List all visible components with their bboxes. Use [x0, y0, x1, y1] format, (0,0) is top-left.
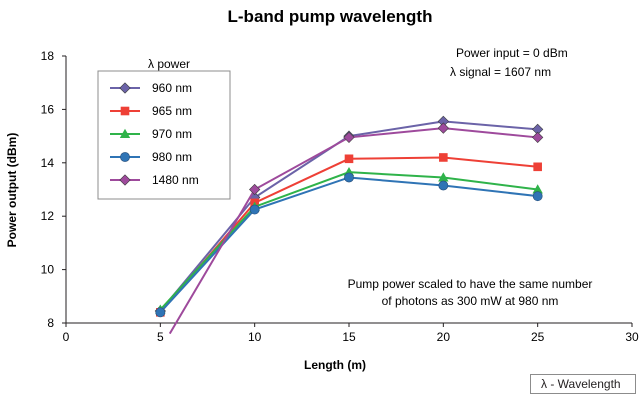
legend-swatch-marker [119, 174, 131, 186]
legend-swatch-marker [119, 128, 131, 138]
data-point [438, 180, 449, 191]
x-tick-label: 30 [625, 330, 639, 344]
data-point [532, 191, 543, 202]
y-tick-label: 16 [41, 102, 55, 116]
legend-entry: 965 nm [110, 104, 192, 118]
data-point [344, 154, 354, 164]
legend-label: 1480 nm [152, 173, 199, 187]
x-tick-label: 15 [342, 330, 356, 344]
axes [62, 55, 633, 327]
wavelength-caption: λ - Wavelength [530, 374, 636, 394]
series-layer [154, 115, 544, 335]
data-point [249, 204, 260, 215]
x-axis-title: Length (m) [304, 358, 366, 372]
y-axis-title: Power output (dBm) [5, 133, 19, 248]
data-point [155, 307, 166, 318]
data-point [249, 183, 261, 196]
data-point [439, 153, 448, 162]
chart-title: L-band pump wavelength [228, 7, 433, 26]
x-tick-label: 10 [248, 330, 262, 344]
legend-label: 960 nm [152, 81, 192, 95]
data-point [343, 131, 355, 144]
legend-label: 970 nm [152, 127, 192, 141]
legend-label: 965 nm [152, 104, 192, 118]
annotation-signal: λ signal = 1607 nm [450, 65, 551, 79]
legend-entry: 960 nm [110, 81, 192, 95]
tick-labels: 0 5 10 15 20 25 30 8 10 12 14 16 18 [41, 49, 639, 344]
annotation-pump-scaling-1: Pump power scaled to have the same numbe… [348, 277, 593, 291]
data-point [344, 172, 354, 183]
legend-label: 980 nm [152, 150, 192, 164]
data-point [437, 122, 449, 134]
data-point [532, 131, 544, 144]
x-tick-label: 25 [531, 330, 545, 344]
data-point [438, 172, 449, 182]
x-tick-label: 20 [437, 330, 451, 344]
legend-swatch-marker [120, 106, 130, 116]
y-tick-label: 12 [41, 209, 55, 223]
y-tick-label: 18 [41, 49, 55, 63]
legend-entry: 980 nm [110, 150, 192, 164]
annotation-pump-scaling-2: of photons as 300 mW at 980 nm [382, 294, 559, 308]
data-point [532, 184, 543, 194]
legend-swatch-marker [120, 152, 130, 162]
legend-title: λ power [148, 57, 190, 71]
legend-entry: 970 nm [110, 127, 192, 141]
legend: λ power 960 nm 965 nm 970 nm 980 nm 1480 nm [97, 57, 231, 200]
annotation-power-input: Power input = 0 dBm [456, 46, 568, 60]
x-tick-label: 0 [63, 330, 70, 344]
legend-entry: 1480 nm [110, 173, 199, 187]
series-1480-nm [168, 122, 544, 335]
x-tick-label: 5 [157, 330, 164, 344]
y-tick-label: 8 [47, 316, 54, 330]
legend-swatch-marker [119, 82, 131, 94]
y-tick-label: 14 [41, 156, 55, 170]
y-tick-label: 10 [41, 263, 55, 277]
data-point [533, 162, 542, 172]
